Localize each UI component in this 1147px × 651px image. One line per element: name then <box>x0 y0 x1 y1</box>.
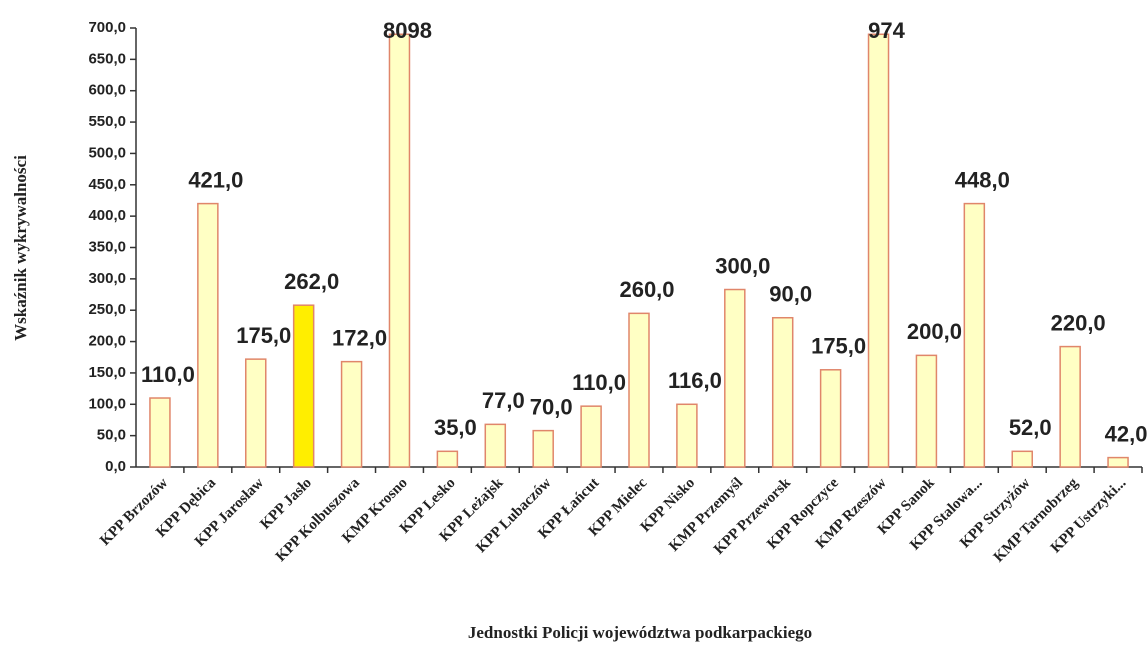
annotation: 260,0 <box>619 277 674 302</box>
annotation: 110,0 <box>572 370 626 395</box>
annotation: 175,0 <box>236 323 291 348</box>
y-tick-label: 200,0 <box>88 333 126 350</box>
bar <box>340 360 363 468</box>
annotation: 300,0 <box>715 253 770 278</box>
bar <box>149 397 171 468</box>
bar <box>963 202 986 468</box>
y-tick-label: 400,0 <box>88 207 126 224</box>
annotation: 262,0 <box>284 269 339 294</box>
bar <box>915 354 938 468</box>
bar <box>197 202 219 468</box>
bar <box>388 33 411 468</box>
x-tick-label: KPP Kolbuszowa <box>273 475 363 565</box>
y-tick-label: 550,0 <box>88 113 126 130</box>
bar <box>436 450 459 468</box>
y-tick-label: 0,0 <box>105 458 126 475</box>
annotation: 8098 <box>383 18 432 43</box>
annotation: 974 <box>868 18 905 43</box>
annotation: 175,0 <box>811 334 866 359</box>
y-tick-label: 250,0 <box>88 301 126 318</box>
bar <box>867 33 890 468</box>
y-tick-label: 700,0 <box>88 19 126 36</box>
annotation: 42,0 <box>1105 421 1147 446</box>
annotation: 110,0 <box>141 362 195 387</box>
bar <box>628 312 650 468</box>
bar <box>292 304 315 468</box>
annotation: 172,0 <box>332 325 387 350</box>
bar <box>580 405 602 468</box>
y-tick-label: 600,0 <box>88 82 126 99</box>
bar <box>819 369 842 468</box>
x-axis-title: Jednostki Policji województwa podkarpack… <box>468 623 812 642</box>
bar <box>532 429 554 468</box>
annotation: 52,0 <box>1009 415 1052 440</box>
annotation: 77,0 <box>482 388 525 413</box>
bar <box>484 423 507 468</box>
bar <box>724 288 746 468</box>
annotation: 70,0 <box>530 394 573 419</box>
y-axis-title: Wskaźnik wykrywalności <box>11 155 30 341</box>
annotation: 220,0 <box>1051 310 1106 335</box>
y-tick-label: 450,0 <box>88 176 126 193</box>
annotation: 90,0 <box>769 282 812 307</box>
y-tick-label: 50,0 <box>97 427 126 444</box>
y-tick-label: 500,0 <box>88 144 126 161</box>
annotation: 448,0 <box>955 167 1010 192</box>
y-tick-label: 300,0 <box>88 270 126 287</box>
bar <box>1059 345 1081 468</box>
annotation: 35,0 <box>434 415 477 440</box>
y-tick-label: 100,0 <box>88 395 126 412</box>
bar <box>1011 450 1033 468</box>
x-tick-label: KMP Tarnobrzeg <box>991 475 1082 566</box>
y-tick-label: 650,0 <box>88 50 126 67</box>
annotation: 200,0 <box>907 319 962 344</box>
annotation: 116,0 <box>668 368 722 393</box>
annotation: 421,0 <box>188 167 243 192</box>
bar <box>1107 456 1129 468</box>
y-tick-label: 350,0 <box>88 238 126 255</box>
bar <box>771 316 794 468</box>
x-tick-label: KPP Brzozów <box>97 475 171 549</box>
bar <box>676 403 698 468</box>
y-tick-label: 150,0 <box>88 364 126 381</box>
bar <box>245 358 267 468</box>
